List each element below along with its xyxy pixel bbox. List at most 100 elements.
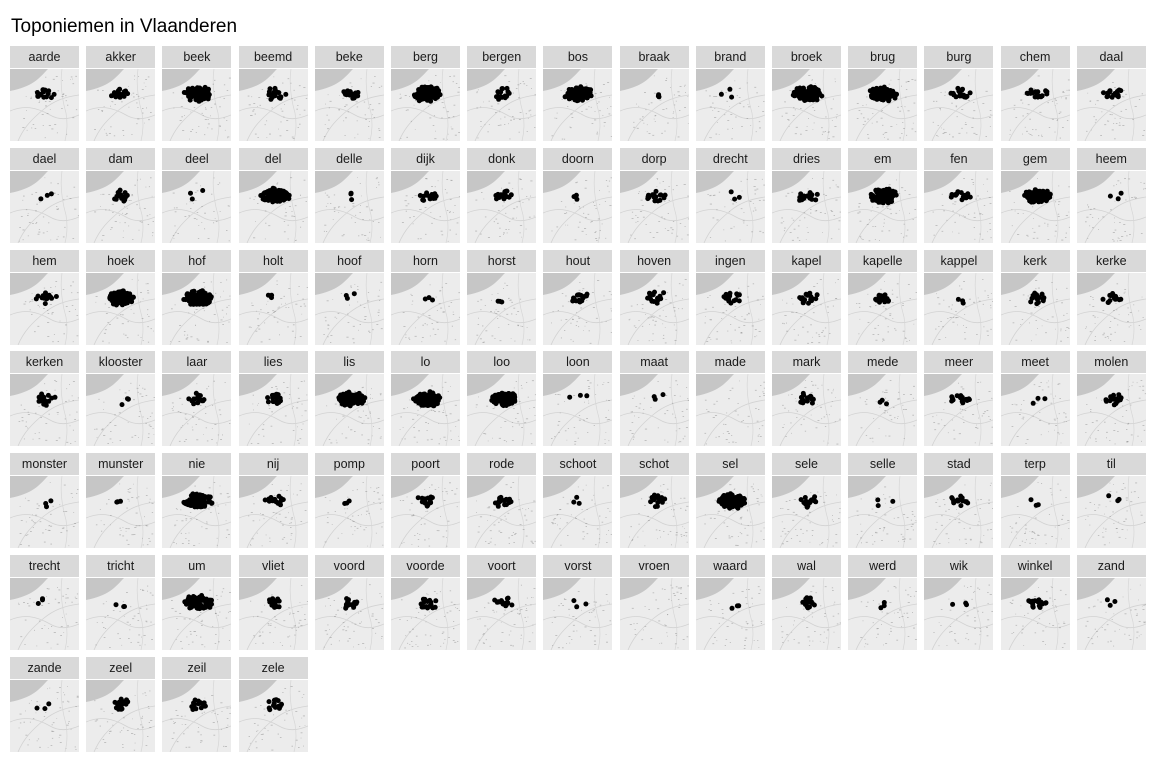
facet-label: munster: [86, 453, 156, 476]
toponym-points: [728, 189, 742, 202]
toponym-point: [191, 300, 197, 306]
facet-panel: dael: [10, 147, 79, 244]
toponym-point: [500, 600, 506, 606]
facet-panel: beek: [162, 46, 232, 142]
map-sea: [10, 476, 48, 499]
toponym-points: [495, 298, 505, 305]
toponym-point: [813, 197, 819, 203]
facet-label: dijk: [391, 147, 460, 170]
toponym-points: [182, 84, 213, 104]
toponym-point: [793, 90, 799, 96]
toponym-point: [344, 400, 350, 406]
toponym-point: [875, 503, 881, 509]
map-road: [170, 399, 232, 447]
toponym-points: [336, 389, 368, 409]
map-road: [467, 514, 537, 527]
facet-map: [1000, 170, 1070, 243]
toponym-point: [276, 95, 282, 101]
map-labels: [551, 484, 613, 546]
facet-label: molen: [1076, 351, 1146, 374]
facet-panel: beke: [314, 46, 384, 142]
facet-map: [467, 476, 537, 549]
map-labels: [933, 75, 992, 138]
toponym-point: [275, 90, 281, 96]
map-road: [246, 705, 308, 752]
map-road: [594, 476, 601, 549]
toponym-point: [426, 398, 432, 404]
facet-panel: dries: [772, 147, 841, 244]
toponym-point: [1030, 401, 1036, 407]
map-road: [551, 501, 613, 549]
map-road: [848, 310, 918, 323]
map-road: [213, 578, 220, 650]
toponym-point: [260, 191, 266, 197]
map-sea: [695, 476, 734, 499]
facet-label: hoof: [314, 249, 384, 272]
toponym-point: [269, 94, 275, 100]
toponym-point: [726, 298, 732, 304]
toponym-point: [807, 191, 813, 197]
facet-panel: molen: [1076, 351, 1146, 447]
map-road: [619, 514, 689, 527]
toponym-point: [1033, 503, 1039, 509]
facet-panel: doorn: [543, 147, 613, 244]
map-sea: [619, 476, 658, 499]
map-road: [746, 272, 754, 345]
toponym-point: [1021, 192, 1027, 198]
map-road: [848, 208, 918, 221]
map-labels: [323, 177, 381, 241]
facet-panel: heem: [1076, 147, 1146, 244]
facet-panel: holt: [238, 249, 308, 346]
facet-map: [238, 679, 308, 752]
toponym-point: [35, 293, 41, 299]
facet-map: [162, 476, 232, 549]
map-road: [213, 374, 220, 447]
toponym-point: [209, 500, 215, 506]
map-road: [441, 69, 449, 141]
facet-label: winkel: [1000, 555, 1070, 577]
map-road: [17, 501, 79, 549]
map-sea: [238, 69, 277, 91]
map-road: [924, 412, 994, 425]
map-road: [551, 603, 613, 650]
map-road: [899, 476, 906, 549]
toponym-point: [810, 397, 816, 403]
map-road: [398, 298, 460, 345]
facet-map: [619, 578, 689, 650]
facet-label: voord: [314, 555, 384, 577]
toponym-point: [266, 705, 272, 711]
map-road: [238, 310, 308, 323]
map-road: [10, 616, 79, 629]
map-labels: [19, 177, 79, 242]
toponym-point: [285, 195, 291, 201]
facet-label: del: [238, 147, 308, 170]
facet-panel: deel: [162, 147, 232, 244]
map-road: [60, 679, 68, 752]
map-sea: [10, 69, 48, 91]
toponym-points: [119, 396, 132, 408]
toponym-point: [1043, 91, 1049, 97]
map-labels: [94, 75, 152, 137]
map-road: [1008, 603, 1070, 650]
toponym-point: [814, 97, 820, 103]
map-sea: [10, 272, 48, 295]
toponym-point: [276, 198, 282, 204]
map-road: [1084, 298, 1146, 345]
toponym-point: [1036, 603, 1042, 609]
toponym-point: [649, 495, 655, 501]
map-road: [398, 501, 460, 549]
toponym-point: [736, 194, 742, 200]
facet-map: [314, 578, 384, 650]
map-road: [1127, 476, 1135, 549]
map-road: [17, 603, 79, 650]
toponym-point: [807, 96, 813, 102]
toponym-point: [46, 701, 52, 707]
toponym-point: [884, 401, 890, 407]
map-sea: [238, 170, 277, 193]
map-sea: [1076, 272, 1115, 295]
toponym-points: [38, 191, 54, 202]
facet-panel: schot: [619, 453, 689, 549]
map-road: [670, 578, 678, 650]
map-labels: [248, 280, 308, 342]
toponym-point: [1035, 597, 1041, 603]
